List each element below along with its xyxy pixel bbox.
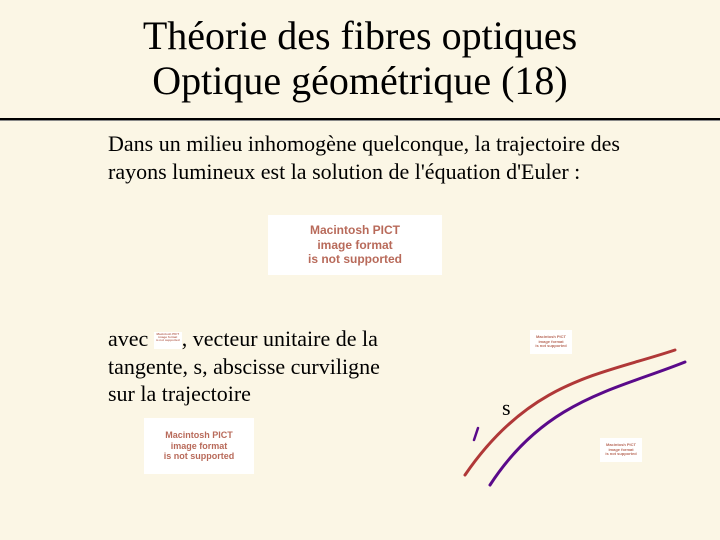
pict-placeholder-equation: Macintosh PICT image format is not suppo… — [268, 215, 442, 275]
pict-placeholder-bottom-text: Macintosh PICT image format is not suppo… — [164, 430, 235, 462]
pict-placeholder-text: Macintosh PICT image format is not suppo… — [308, 223, 402, 266]
curve-red — [465, 350, 675, 475]
pict-placeholder-inline: Macintosh PICTimage formatis not support… — [154, 332, 182, 349]
pict-placeholder-tiny-1: Macintosh PICT image format is not suppo… — [530, 330, 572, 354]
pict-placeholder-tiny-2: Macintosh PICT image format is not suppo… — [600, 438, 642, 462]
title-underline — [0, 118, 720, 121]
slide: Théorie des fibres optiques Optique géom… — [0, 0, 720, 540]
s-label: s — [502, 395, 511, 421]
paragraph-intro: Dans un milieu inhomogène quelconque, la… — [108, 130, 648, 185]
slide-title: Théorie des fibres optiques Optique géom… — [0, 0, 720, 104]
def-pre: avec — [108, 326, 154, 351]
paragraph-definition: avec Macintosh PICTimage formatis not su… — [108, 325, 388, 408]
title-line-1: Théorie des fibres optiques — [143, 13, 577, 58]
tick-mark — [474, 428, 478, 440]
pict-placeholder-bottom: Macintosh PICT image format is not suppo… — [144, 418, 254, 474]
title-line-2: Optique géométrique (18) — [152, 58, 567, 103]
curve-purple — [490, 362, 685, 485]
